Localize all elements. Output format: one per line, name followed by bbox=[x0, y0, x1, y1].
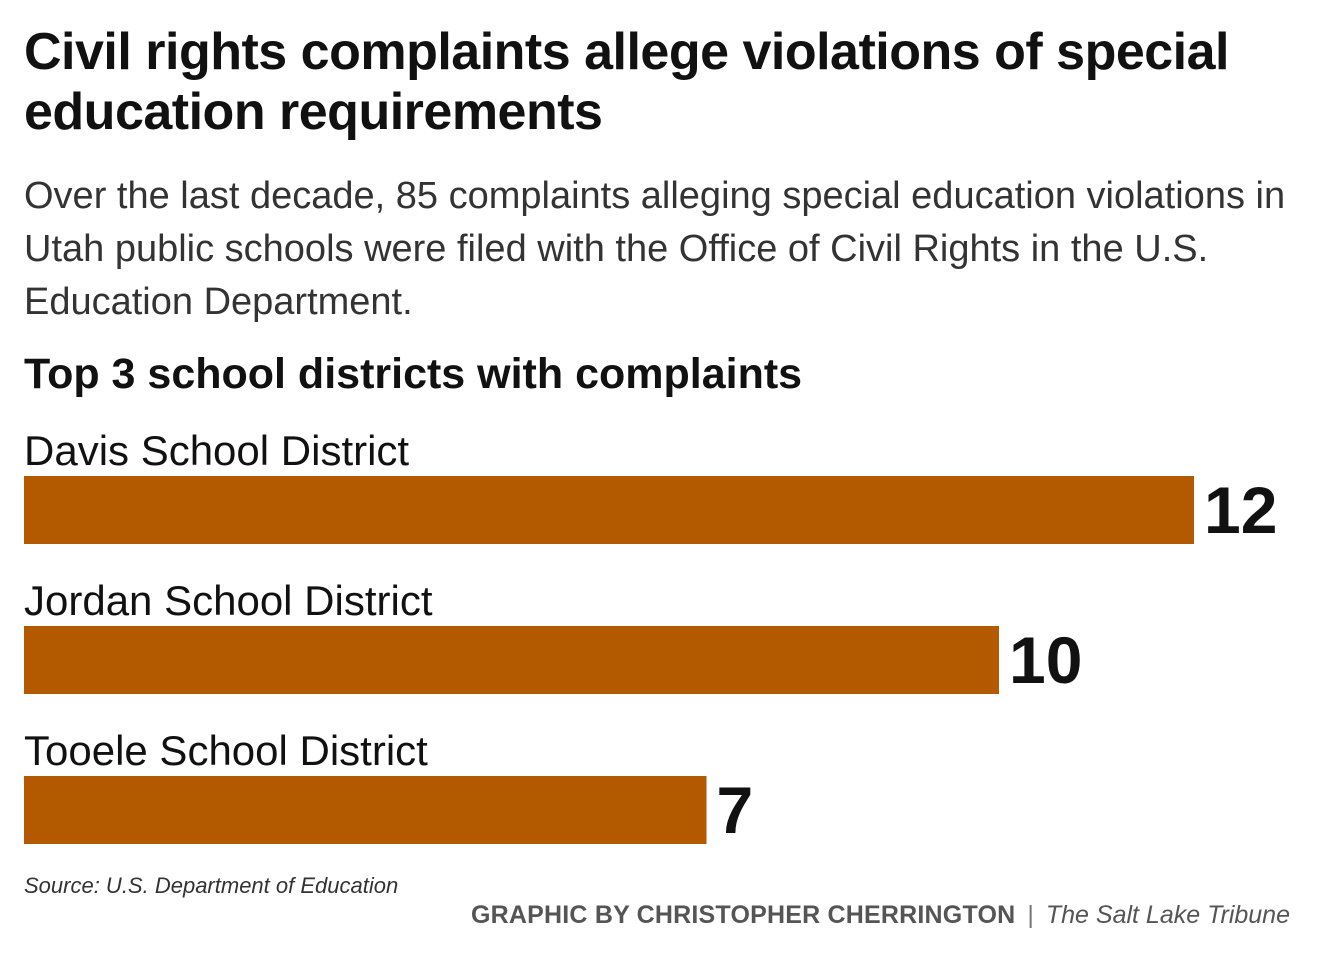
credit-separator: | bbox=[1027, 901, 1034, 929]
section-title: Top 3 school districts with complaints bbox=[24, 350, 803, 398]
bar bbox=[24, 776, 707, 844]
data-label: 12 bbox=[1204, 473, 1277, 547]
credit-line: GRAPHIC BY CHRISTOPHER CHERRINGTON | The S… bbox=[471, 901, 1290, 930]
graphic-byline: GRAPHIC BY CHRISTOPHER CHERRINGTON bbox=[471, 901, 1016, 929]
data-label: 7 bbox=[717, 773, 754, 847]
chart-subtitle: Over the last decade, 85 complaints alle… bbox=[24, 175, 1286, 323]
category-label: Tooele School District bbox=[24, 727, 428, 774]
bar-chart: Davis School District 12 Jordan School Dis… bbox=[24, 427, 1277, 847]
bar bbox=[24, 626, 999, 694]
source-note: Source: U.S. Department of Education bbox=[24, 873, 399, 898]
category-label: Davis School District bbox=[24, 427, 409, 474]
publication-name: The Salt Lake Tribune bbox=[1045, 901, 1290, 929]
category-label: Jordan School District bbox=[24, 577, 433, 624]
bar bbox=[24, 476, 1194, 544]
data-label: 10 bbox=[1009, 623, 1082, 697]
chart-title: Civil rights complaints allege violation… bbox=[24, 23, 1230, 141]
